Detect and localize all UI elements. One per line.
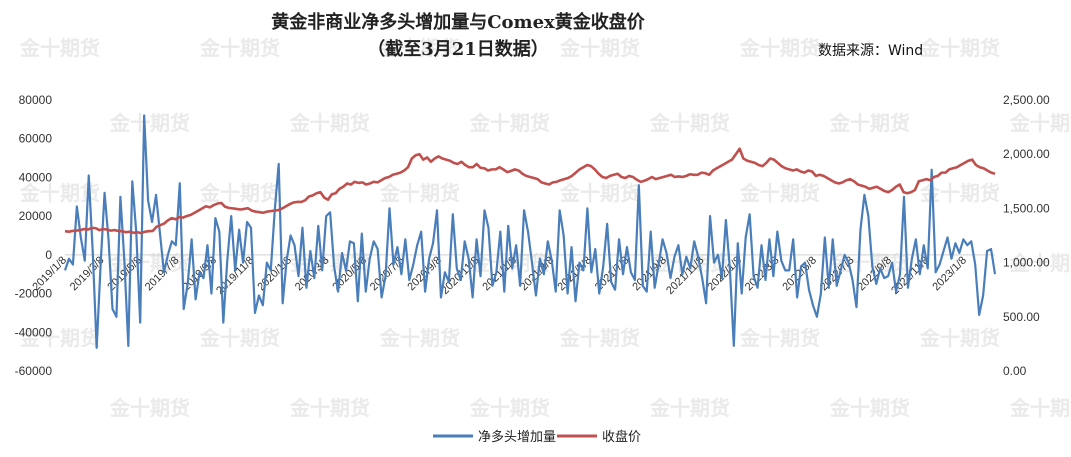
right-tick-label: 0.00 bbox=[1003, 364, 1027, 378]
watermark-text: 金十期货 bbox=[469, 396, 550, 420]
left-tick-label: -20000 bbox=[15, 287, 53, 301]
x-tick-label: 2020/1/8 bbox=[255, 254, 294, 293]
right-tick-label: 1,500.00 bbox=[1003, 201, 1050, 215]
watermark-text: 金十期货 bbox=[919, 326, 1000, 350]
right-tick-label: 500.00 bbox=[1003, 310, 1040, 324]
source-note: 数据来源：Wind bbox=[818, 43, 923, 59]
series-line-close-price bbox=[64, 147, 996, 235]
right-tick-label: 1,000.00 bbox=[1003, 256, 1050, 270]
watermark-text: 金十期货 bbox=[739, 326, 820, 350]
watermark-text: 金十期货 bbox=[469, 111, 550, 135]
watermark-text: 金十期货 bbox=[199, 36, 280, 60]
right-tick-label: 2,000.00 bbox=[1003, 147, 1050, 161]
watermark-text: 金十期货 bbox=[1009, 396, 1071, 420]
chart-subtitle: （截至3月21日数据） bbox=[367, 38, 549, 60]
watermark-text: 金十期货 bbox=[559, 326, 640, 350]
watermark-text: 金十期货 bbox=[289, 111, 370, 135]
watermark-text: 金十期货 bbox=[829, 396, 910, 420]
watermark-text: 金十期货 bbox=[19, 326, 100, 350]
left-tick-label: 60000 bbox=[19, 132, 53, 146]
legend-label-net-long: 净多头增加量 bbox=[478, 429, 556, 445]
watermark-text: 金十期货 bbox=[379, 181, 460, 205]
left-tick-label: 0 bbox=[45, 248, 52, 262]
legend: 净多头增加量 收盘价 bbox=[433, 429, 641, 445]
left-axis: 80000 60000 40000 20000 0 -20000 -40000 -60000 bbox=[15, 93, 53, 378]
watermark-text: 金十期货 bbox=[559, 36, 640, 60]
left-tick-label: 20000 bbox=[19, 209, 53, 223]
watermark-text: 金十期货 bbox=[559, 181, 640, 205]
watermark-text: 金十期货 bbox=[739, 36, 820, 60]
watermark-text: 金十期货 bbox=[289, 396, 370, 420]
legend-label-close-price: 收盘价 bbox=[602, 429, 641, 445]
watermark-text: 金十期货 bbox=[199, 326, 280, 350]
left-tick-label: 80000 bbox=[19, 93, 53, 107]
chart-title: 黄金非商业净多头增加量与Comex黄金收盘价 bbox=[271, 11, 646, 33]
right-axis: 2,500.00 2,000.00 1,500.00 1,000.00 500.00 0.… bbox=[1003, 93, 1050, 378]
watermark-text: 金十期货 bbox=[919, 36, 1000, 60]
watermark-text: 金十期货 bbox=[379, 326, 460, 350]
left-tick-label: -60000 bbox=[15, 364, 53, 378]
watermark-text: 金十期货 bbox=[1009, 111, 1071, 135]
left-tick-label: -40000 bbox=[15, 325, 53, 339]
left-tick-label: 40000 bbox=[19, 170, 53, 184]
watermark-text: 金十期货 bbox=[829, 111, 910, 135]
right-tick-label: 2,500.00 bbox=[1003, 93, 1050, 107]
series-line-net-long bbox=[63, 114, 997, 349]
watermark-text: 金十期货 bbox=[649, 396, 730, 420]
watermark-text: 金十期货 bbox=[649, 111, 730, 135]
watermark-text: 金十期货 bbox=[109, 396, 190, 420]
watermark-text: 金十期货 bbox=[1009, 251, 1071, 275]
watermark-text: 金十期货 bbox=[379, 36, 460, 60]
watermark-text: 金十期货 bbox=[739, 181, 820, 205]
watermark-text: 金十期货 bbox=[109, 111, 190, 135]
watermark-text: 金十期货 bbox=[19, 36, 100, 60]
watermark-text: 金十期货 bbox=[199, 181, 280, 205]
